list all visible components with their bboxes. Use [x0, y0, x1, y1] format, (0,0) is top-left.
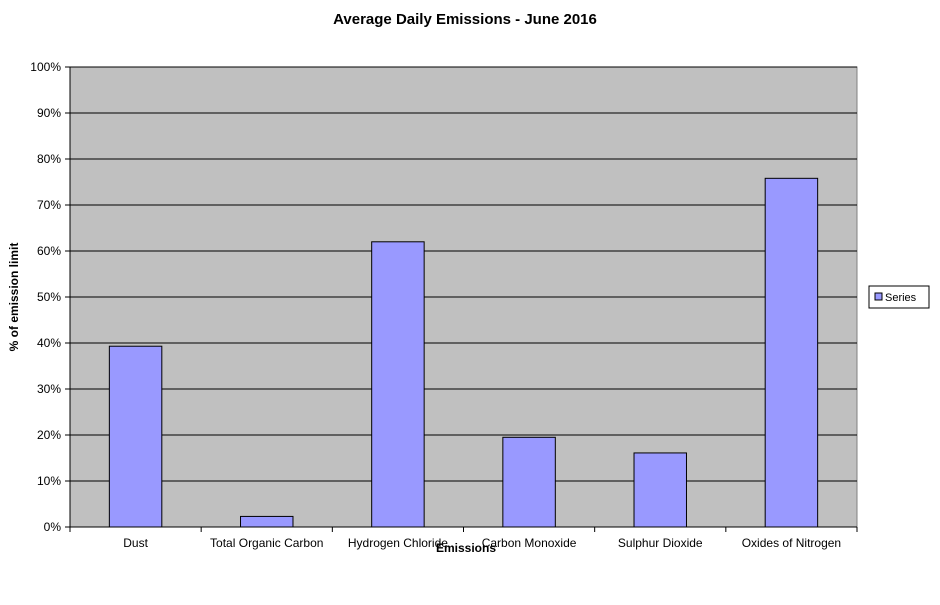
- legend-label: Series: [885, 292, 917, 304]
- y-tick-label: 40%: [37, 336, 61, 350]
- x-tick-label: Oxides of Nitrogen: [742, 536, 841, 550]
- bar: [371, 241, 425, 528]
- y-tick-label: 80%: [37, 152, 61, 166]
- bar: [108, 345, 163, 528]
- bar: [240, 515, 294, 528]
- y-tick-label: 20%: [37, 428, 61, 442]
- x-tick-label: Total Organic Carbon: [210, 536, 323, 550]
- legend: Series: [868, 285, 930, 309]
- y-tick-label: 0%: [44, 520, 62, 534]
- legend-box: [868, 285, 930, 309]
- y-tick-label: 50%: [37, 290, 61, 304]
- x-tick-labels: Dust Total Organic Carbon Hydrogen Chlorid…: [69, 527, 858, 550]
- x-tick-label: Sulphur Dioxide: [618, 536, 703, 550]
- y-tick-label: 90%: [37, 106, 61, 120]
- x-axis-title: Emissions: [436, 541, 496, 555]
- bar: [633, 452, 687, 528]
- bar: [764, 177, 819, 528]
- y-tick-label: 70%: [37, 198, 61, 212]
- bar: [502, 436, 556, 528]
- y-tick-label: 60%: [37, 244, 61, 258]
- gridlines: [70, 66, 857, 482]
- y-tick-label: 100%: [30, 60, 61, 74]
- x-tick-label: Hydrogen Chloride: [348, 536, 448, 550]
- bars: [108, 177, 819, 528]
- x-tick-label: Dust: [123, 536, 148, 550]
- y-tick-label: 10%: [37, 474, 61, 488]
- y-axis-title: % of emission limit: [7, 243, 21, 352]
- y-tick-label: 30%: [37, 382, 61, 396]
- x-tick-label: Carbon Monoxide: [482, 536, 577, 550]
- chart-title: Average Daily Emissions - June 2016: [333, 11, 597, 28]
- y-tick-labels: 0% 10% 20% 30% 40% 50% 60% 70% 80% 90% 100%: [30, 60, 70, 534]
- legend-swatch: [874, 292, 883, 301]
